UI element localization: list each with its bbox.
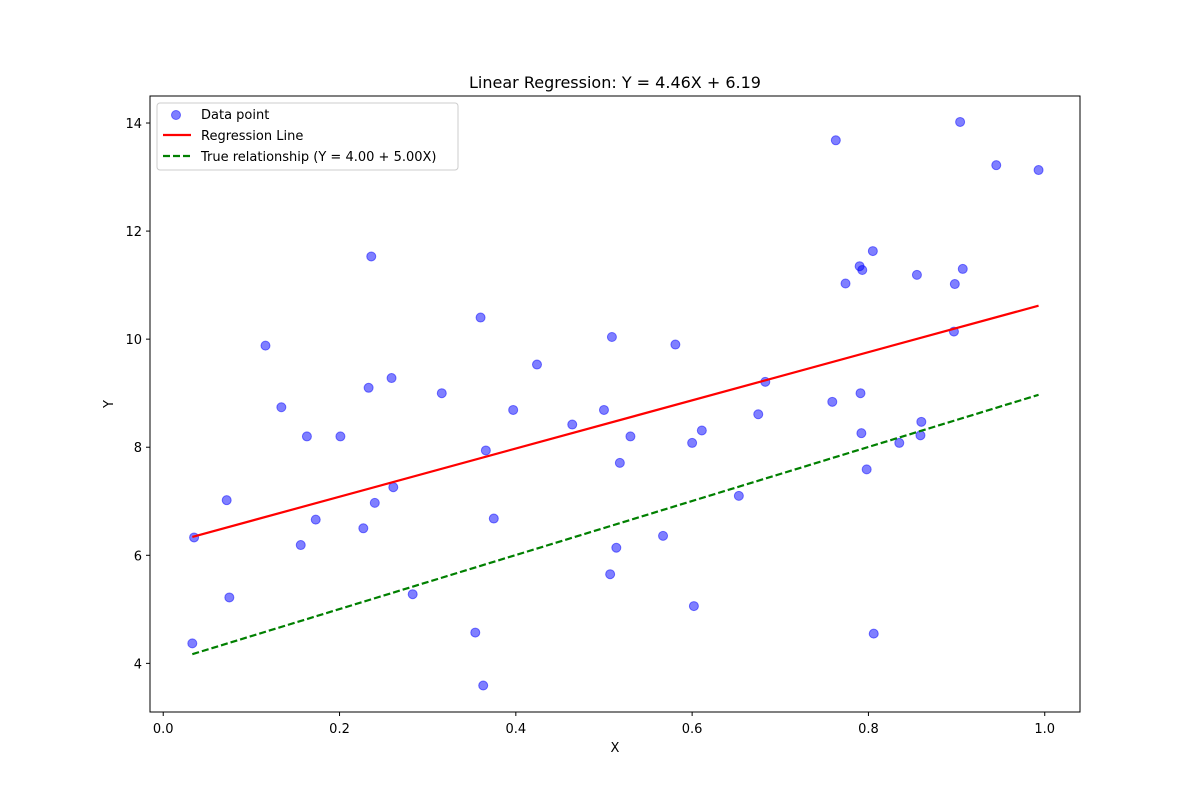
data-point bbox=[856, 428, 867, 439]
data-point bbox=[388, 482, 399, 493]
data-point bbox=[915, 430, 926, 441]
data-point bbox=[1033, 165, 1044, 176]
data-point bbox=[625, 431, 636, 442]
data-point bbox=[224, 592, 235, 603]
data-point bbox=[868, 628, 879, 639]
data-point bbox=[670, 339, 681, 350]
chart-title: Linear Regression: Y = 4.46X + 6.19 bbox=[469, 73, 761, 92]
data-point bbox=[488, 513, 499, 524]
x-tick-label: 0.6 bbox=[682, 722, 703, 737]
y-tick-label: 8 bbox=[134, 441, 142, 456]
data-point bbox=[955, 116, 966, 127]
x-tick-label: 0.8 bbox=[858, 722, 879, 737]
data-point bbox=[478, 680, 489, 691]
regression-line bbox=[192, 304, 1039, 538]
data-point bbox=[407, 589, 418, 600]
data-point bbox=[260, 340, 271, 351]
legend-label-regression-line: Regression Line bbox=[201, 129, 303, 144]
legend-label-true-relationship: True relationship (Y = 4.00 + 5.00X) bbox=[200, 150, 437, 165]
data-point bbox=[658, 530, 669, 541]
data-point bbox=[366, 251, 377, 262]
axes-frame bbox=[149, 95, 1081, 713]
data-point bbox=[221, 495, 232, 506]
data-point bbox=[335, 431, 346, 442]
data-point bbox=[598, 404, 609, 415]
data-point bbox=[475, 312, 486, 323]
data-point bbox=[508, 404, 519, 415]
data-point bbox=[567, 419, 578, 430]
data-point bbox=[911, 269, 922, 280]
data-point bbox=[827, 396, 838, 407]
data-point bbox=[611, 542, 622, 553]
data-point bbox=[480, 445, 491, 456]
data-point bbox=[840, 278, 851, 289]
data-point bbox=[606, 332, 617, 342]
y-axis-label: Y bbox=[102, 400, 117, 409]
data-point bbox=[358, 523, 369, 534]
plot-area bbox=[187, 116, 1044, 691]
data-point bbox=[696, 425, 707, 436]
data-point bbox=[276, 402, 287, 413]
data-point bbox=[605, 569, 616, 580]
data-point bbox=[386, 373, 397, 384]
data-point bbox=[894, 437, 905, 448]
y-tick-label: 14 bbox=[125, 117, 142, 132]
data-point bbox=[614, 457, 625, 468]
y-tick-label: 10 bbox=[125, 333, 142, 348]
data-point bbox=[991, 160, 1002, 171]
data-point bbox=[916, 416, 927, 427]
true-relationship-line bbox=[191, 393, 1039, 656]
legend: Data point Regression Line True relation… bbox=[156, 102, 459, 171]
x-tick-label: 1.0 bbox=[1034, 722, 1055, 737]
y-tick-label: 6 bbox=[134, 549, 142, 564]
data-point bbox=[857, 264, 868, 275]
x-tick-label: 0.0 bbox=[153, 722, 174, 737]
data-point bbox=[531, 359, 542, 370]
data-point bbox=[867, 246, 878, 257]
x-tick-label: 0.4 bbox=[505, 722, 526, 737]
data-point bbox=[310, 514, 321, 525]
data-point bbox=[187, 638, 198, 649]
data-point bbox=[436, 388, 447, 399]
legend-box bbox=[156, 102, 459, 171]
data-point bbox=[369, 497, 380, 508]
data-point bbox=[861, 464, 872, 475]
data-point bbox=[295, 540, 306, 551]
data-point bbox=[687, 437, 698, 448]
data-point bbox=[957, 263, 968, 274]
data-point bbox=[470, 627, 481, 638]
data-point bbox=[830, 135, 841, 146]
data-point bbox=[733, 490, 744, 501]
data-point bbox=[855, 388, 866, 399]
data-point bbox=[688, 601, 699, 612]
y-tick-label: 4 bbox=[134, 657, 142, 672]
data-point bbox=[949, 279, 960, 290]
y-tick-label: 12 bbox=[125, 225, 142, 240]
data-point bbox=[363, 382, 374, 393]
data-point bbox=[301, 431, 312, 442]
axis-ticks: 0.0 0.2 0.4 0.6 0.8 1.0 4 6 8 10 12 14 bbox=[125, 117, 1055, 737]
legend-marker-data-point bbox=[171, 110, 181, 120]
data-point bbox=[753, 409, 764, 420]
x-axis-label: X bbox=[611, 741, 620, 756]
x-tick-label: 0.2 bbox=[329, 722, 350, 737]
legend-label-data-point: Data point bbox=[201, 108, 269, 123]
